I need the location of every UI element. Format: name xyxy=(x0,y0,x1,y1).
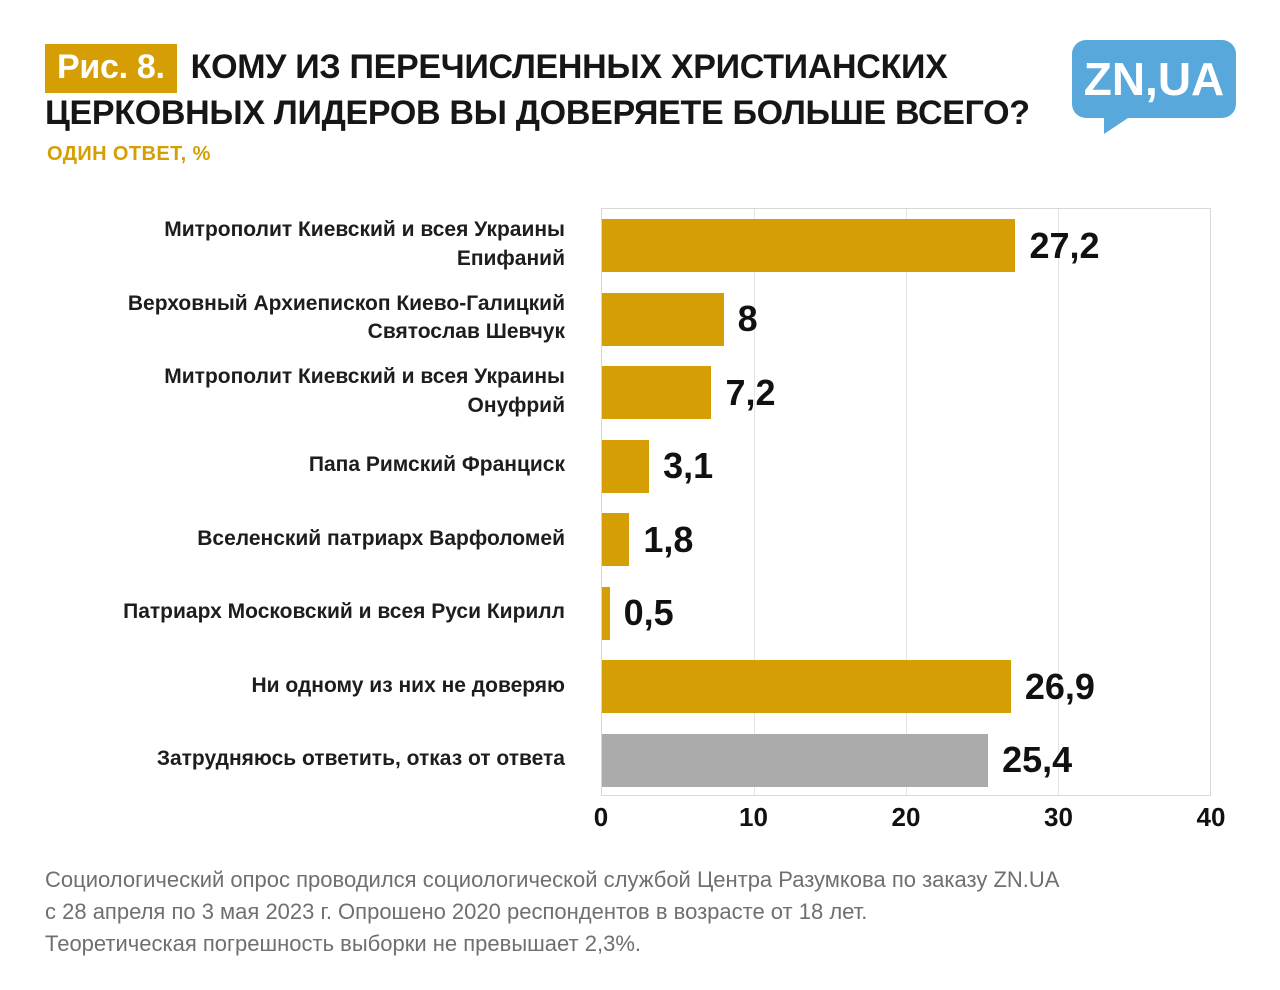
bar xyxy=(602,513,630,567)
value-label: 7,2 xyxy=(725,371,776,413)
x-tick: 0 xyxy=(593,802,609,832)
value-label: 26,9 xyxy=(1024,665,1095,707)
category-label: Затрудняюсь ответить, отказ от ответа xyxy=(156,747,565,771)
bar-row: 3,1 xyxy=(602,430,1210,504)
bar-row: 7,2 xyxy=(602,356,1210,430)
value-label: 3,1 xyxy=(663,445,714,487)
bar-row: 8 xyxy=(602,283,1210,357)
category-labels-column: Митрополит Киевский и всея Украины Епифа… xyxy=(45,208,565,796)
bar xyxy=(602,586,610,640)
category-label: Митрополит Киевский и всея Украины Онуфр… xyxy=(164,365,565,417)
bar-row: 25,4 xyxy=(602,724,1210,798)
bar xyxy=(602,660,1011,714)
value-label: 25,4 xyxy=(1002,739,1073,781)
x-axis: 0 10 20 30 40 xyxy=(594,802,1226,838)
bar-row: 0,5 xyxy=(602,577,1210,651)
category-label: Патриарх Московский и всея Руси Кирилл xyxy=(123,600,565,624)
value-label: 27,2 xyxy=(1029,224,1100,266)
bar-row: 27,2 xyxy=(602,209,1210,283)
category-label: Ни одному из них не доверяю xyxy=(251,673,566,697)
chart-subtitle: ОДИН ОТВЕТ, % xyxy=(47,143,211,165)
bar xyxy=(602,439,650,493)
figure-number-badge: Рис. 8. xyxy=(45,44,177,93)
x-tick: 40 xyxy=(1196,802,1226,832)
bar xyxy=(602,366,712,420)
footnote-line: Теоретическая погрешность выборки не пре… xyxy=(45,930,641,956)
footnote-line: Социологический опрос проводился социоло… xyxy=(45,867,1060,892)
gridline xyxy=(1058,209,1059,795)
bar-row: 26,9 xyxy=(602,650,1210,724)
plot-area: 27,2 8 7,2 3,1 1,8 0,5 26,9 25,4 xyxy=(601,208,1211,796)
speech-bubble-tail-icon xyxy=(1104,114,1134,134)
chart-header: Рис. 8. КОМУ ИЗ ПЕРЕЧИСЛЕННЫХ ХРИСТИАНСКИ… xyxy=(45,44,1035,134)
category-label: Вселенский патриарх Варфоломей xyxy=(197,526,565,550)
chart-title: КОМУ ИЗ ПЕРЕЧИСЛЕННЫХ ХРИСТИАНСКИХ ЦЕРКО… xyxy=(45,48,1030,132)
logo-text: ZN,UA xyxy=(1083,53,1225,105)
value-label: 0,5 xyxy=(623,592,674,634)
category-label: Папа Римский Франциск xyxy=(308,453,565,477)
footnote-line: с 28 апреля по 3 мая 2023 г. Опрошено 20… xyxy=(45,898,868,924)
bar xyxy=(602,219,1016,273)
gridline xyxy=(754,209,755,795)
category-label: Верховный Архиепископ Киево-Галицкий Свя… xyxy=(127,291,565,344)
x-tick: 30 xyxy=(1044,802,1073,832)
bar-row: 1,8 xyxy=(602,503,1210,577)
x-tick: 10 xyxy=(739,802,768,832)
category-label: Митрополит Киевский и всея Украины Епифа… xyxy=(164,218,565,270)
gridline xyxy=(906,209,907,795)
x-tick: 20 xyxy=(891,802,921,832)
value-label: 8 xyxy=(737,298,758,340)
bar xyxy=(602,292,724,346)
value-label: 1,8 xyxy=(643,518,694,560)
footnote: Социологический опрос проводился социоло… xyxy=(45,864,1225,960)
bar xyxy=(602,733,989,787)
zn-ua-logo: ZN,UA xyxy=(1072,40,1236,134)
